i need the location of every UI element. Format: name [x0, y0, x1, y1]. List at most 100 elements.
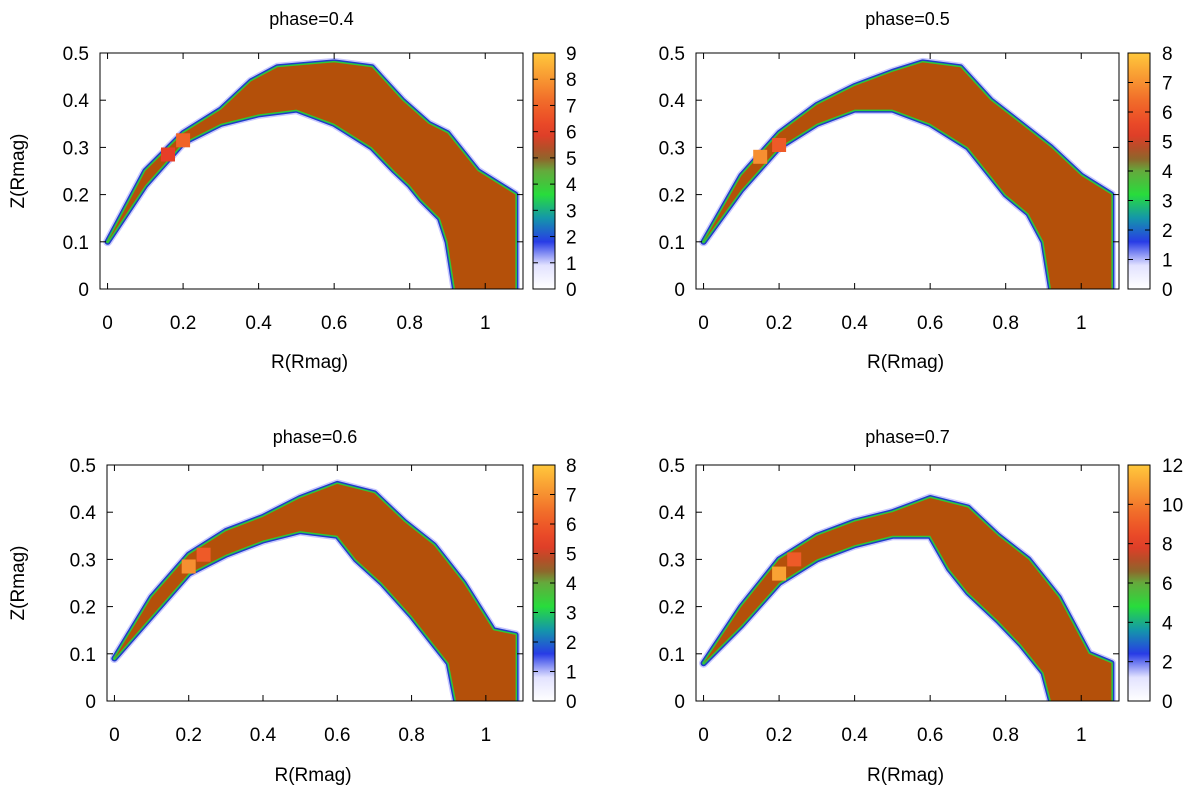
density-hotspot: [161, 147, 175, 162]
colorbar-tick-label: 5: [566, 149, 577, 170]
chart-title: phase=0.7: [865, 427, 950, 447]
colorbar-tick-label: 9: [566, 44, 577, 65]
colorbar-tick-label: 6: [1162, 574, 1173, 595]
density-body: [703, 62, 1112, 289]
x-tick-label: 0.8: [398, 725, 424, 746]
colorbar-tick-label: 0: [1162, 692, 1173, 713]
y-tick-label: 0.5: [63, 44, 89, 65]
y-tick-label: 0.2: [70, 598, 96, 619]
colorbar-tick-label: 2: [1162, 221, 1173, 242]
y-tick-label: 0.3: [659, 138, 685, 159]
colorbar-tick-label: 8: [566, 456, 577, 477]
density-hotspot: [196, 547, 211, 562]
colorbar-tick-label: 8: [566, 70, 577, 91]
colorbar-tick-label: 2: [1162, 653, 1173, 674]
chart-panel-1: 0 0.2 0.4 0.6 0.8 1 0 0.1 0.2 0.3 0.4 0.5 phase=0.4 R…: [8, 9, 577, 373]
colorbar-tick-label: 0: [566, 280, 577, 301]
y-tick-label: 0.4: [63, 91, 90, 112]
y-tick-label: 0: [674, 280, 685, 301]
x-tick-label: 0.4: [245, 313, 272, 334]
y-tick-label: 0.5: [659, 456, 685, 477]
colorbar-tick-label: 7: [1162, 74, 1173, 95]
y-tick-label: 0.1: [63, 233, 89, 254]
y-tick-label: 0: [85, 692, 96, 713]
density-hotspot: [772, 138, 787, 152]
plot-frame: [99, 52, 524, 290]
y-tick-label: 0.4: [70, 503, 97, 524]
y-tick-label: 0.3: [63, 138, 89, 159]
x-tick-label: 0.6: [917, 725, 943, 746]
colorbar: 0 1 2 3 4 5 6 7 8: [532, 456, 577, 713]
colorbar-tick-label: 8: [1162, 535, 1173, 556]
x-axis-label: R(Rmag): [274, 765, 351, 786]
x-tick-label: 0: [698, 313, 709, 334]
x-axis-label: R(Rmag): [867, 765, 944, 786]
colorbar-tick-label: 4: [1162, 613, 1173, 634]
colorbar-scale: [532, 52, 556, 290]
x-tick-label: 0.4: [841, 313, 868, 334]
y-tick-label: 0.2: [659, 186, 685, 207]
y-tick-label: 0.4: [659, 503, 686, 524]
density-body: [107, 62, 516, 289]
colorbar-tick-label: 1: [566, 663, 577, 684]
colorbar-tick-label: 12: [1162, 456, 1183, 477]
chart-panel-2: 0 0.2 0.4 0.6 0.8 1 0 0.1 0.2 0.3 0.4 0.5 phase=0.5 R…: [659, 9, 1173, 373]
colorbar-tick-label: 5: [566, 545, 577, 566]
y-tick-label: 0.2: [63, 186, 89, 207]
density-region: [109, 479, 521, 701]
colorbar-tick-label: 2: [566, 228, 577, 249]
plot-frame: [106, 464, 524, 702]
x-tick-label: 1: [480, 313, 491, 334]
x-tick-label: 0.8: [992, 725, 1018, 746]
colorbar-tick-label: 3: [566, 201, 577, 222]
plot-frame: [695, 464, 1120, 702]
y-tick-label: 0.1: [70, 645, 96, 666]
y-tick-label: 0.5: [659, 44, 685, 65]
x-tick-label: 1: [481, 725, 492, 746]
colorbar-tick-label: 4: [1162, 162, 1173, 183]
y-tick-label: 0.5: [70, 456, 96, 477]
x-tick-label: 0.2: [176, 725, 202, 746]
y-tick-label: 0.1: [659, 645, 685, 666]
density-hotspot: [753, 149, 768, 164]
density-hotspot: [787, 552, 802, 567]
x-tick-label: 0.6: [321, 313, 347, 334]
y-tick-label: 0.1: [659, 233, 685, 254]
colorbar: 0 2 4 6 8 10 12: [1127, 456, 1183, 713]
density-hotspot: [176, 133, 191, 148]
x-tick-label: 0.4: [841, 725, 868, 746]
y-axis-label: Z(Rmag): [8, 546, 29, 621]
chart-title: phase=0.4: [269, 9, 354, 29]
x-tick-label: 0.6: [324, 725, 350, 746]
colorbar: 0 1 2 3 4 5 6 7 8: [1127, 44, 1173, 301]
chart-panel-4: 0 0.2 0.4 0.6 0.8 100.10.20.30.40.5phase=0.7R…: [659, 427, 1184, 786]
colorbar-tick-label: 4: [566, 574, 577, 595]
chart-title: phase=0.5: [865, 9, 950, 29]
chart-title: phase=0.6: [273, 427, 358, 447]
x-tick-label: 0.6: [917, 313, 943, 334]
x-tick-label: 0: [102, 313, 113, 334]
density-region: [699, 493, 1116, 701]
x-tick-label: 0: [109, 725, 120, 746]
x-tick-label: 1: [1076, 725, 1087, 746]
x-tick-label: 0.2: [766, 313, 792, 334]
y-tick-label: 0: [674, 692, 685, 713]
y-axis-label: Z(Rmag): [8, 134, 29, 209]
x-tick-label: 0.8: [992, 313, 1018, 334]
chart-panel-3: 0 0.2 0.4 0.6 0.8 1 0 0.1 0.2 0.3 0.4 0.5 phase=0.6 R…: [8, 427, 577, 786]
y-tick-label: 0.4: [659, 91, 686, 112]
density-hotspot: [772, 566, 787, 581]
x-tick-label: 0.2: [170, 313, 196, 334]
colorbar-tick-label: 7: [566, 486, 577, 507]
colorbar: 0 1 2 3 4 5 6 7 8 9: [532, 44, 577, 301]
colorbar-tick-label: 5: [1162, 133, 1173, 154]
colorbar-tick-label: 1: [566, 254, 577, 275]
x-tick-label: 1: [1076, 313, 1087, 334]
colorbar-tick-label: 8: [1162, 44, 1173, 65]
x-tick-label: 0: [698, 725, 709, 746]
y-tick-label: 0.3: [70, 550, 96, 571]
colorbar-tick-label: 3: [1162, 192, 1173, 213]
density-region: [103, 57, 520, 289]
density-body: [703, 498, 1112, 701]
